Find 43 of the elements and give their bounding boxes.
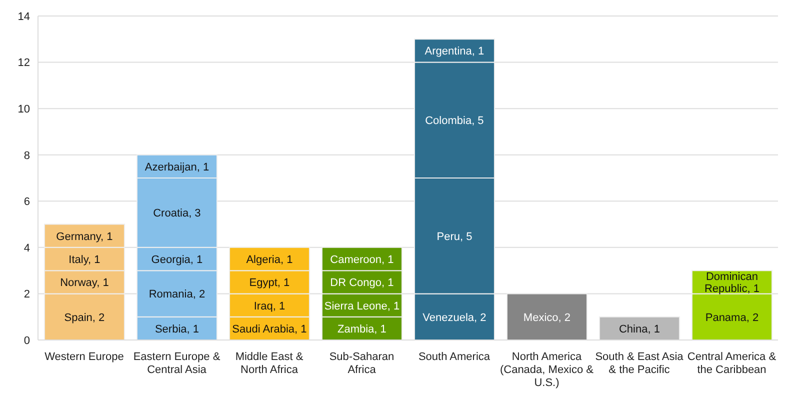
bar (598, 316, 680, 340)
x-tick-label: Central America & the Caribbean (687, 351, 777, 376)
x-tick-label: Sub-Saharan Africa (329, 351, 394, 376)
x-tick-label: Eastern Europe & Central Asia (133, 351, 221, 376)
data-label: Venezuela, 2 (422, 312, 486, 324)
data-label: Argentina, 1 (424, 46, 484, 58)
data-label: Georgia, 1 (151, 254, 203, 266)
data-label: Peru, 5 (436, 230, 472, 243)
data-label: Mexico, 2 (523, 312, 571, 324)
x-tick-label: South America (418, 351, 491, 363)
x-tick-label: North America (Canada, Mexico & U.S.) (500, 351, 594, 389)
y-tick-label: 4 (24, 242, 30, 254)
y-tick-label: 8 (24, 150, 30, 162)
data-label: Sierra Leone, 1 (324, 300, 400, 312)
y-tick-label: 6 (24, 196, 30, 208)
data-label: Croatia, 3 (153, 208, 201, 220)
data-label: Italy, 1 (68, 254, 100, 266)
y-tick-label: 14 (18, 10, 30, 23)
y-tick-label: 0 (24, 334, 30, 347)
data-label: Iraq, 1 (254, 300, 286, 312)
y-tick-label: 12 (18, 57, 30, 70)
data-label: Serbia, 1 (154, 323, 199, 336)
data-label: Zambia, 1 (338, 323, 386, 336)
y-tick-label: 10 (18, 103, 30, 116)
data-label: Norway, 1 (60, 277, 109, 290)
data-label: Germany, 1 (56, 230, 113, 243)
y-tick-label: 2 (24, 288, 30, 301)
data-label: Egypt, 1 (249, 277, 290, 290)
data-label: Cameroon, 1 (330, 254, 394, 266)
data-label: Algeria, 1 (246, 254, 293, 266)
bar (506, 293, 588, 340)
x-tick-label: Western Europe (44, 351, 124, 363)
x-tick-label: South & East Asia & the Pacific (595, 351, 684, 376)
data-label: Dominican Republic, 1 (704, 271, 760, 296)
data-label: Colombia, 5 (425, 115, 484, 128)
data-label: DR Congo, 1 (330, 277, 394, 290)
data-label: Panama, 2 (705, 312, 759, 324)
data-label: China, 1 (618, 323, 660, 336)
data-label: Saudi Arabia, 1 (232, 323, 307, 336)
data-label: Romania, 2 (148, 288, 206, 301)
x-tick-label: Middle East & North Africa (235, 351, 304, 376)
data-label: Spain, 2 (64, 312, 105, 324)
data-label: Azerbaijan, 1 (144, 161, 210, 174)
